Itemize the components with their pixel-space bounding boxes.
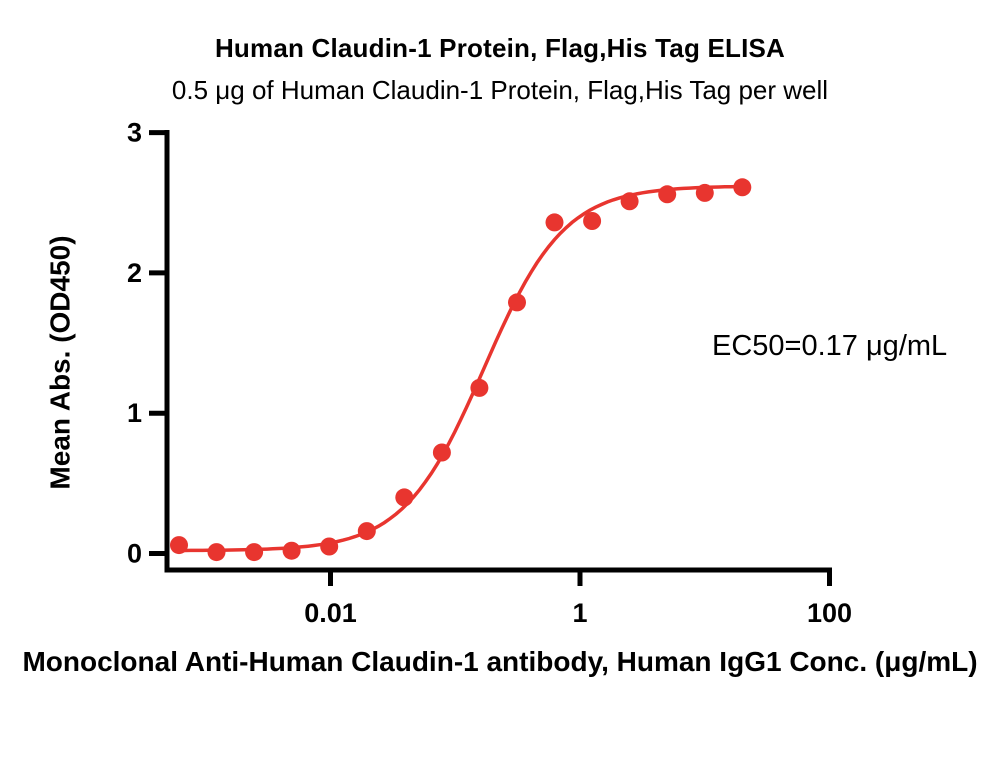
x-tick-label: 100 xyxy=(807,598,852,628)
data-point xyxy=(658,185,677,204)
data-point xyxy=(357,522,376,541)
fit-curve xyxy=(177,184,745,553)
data-point xyxy=(170,536,188,555)
data-point xyxy=(282,541,301,560)
data-point xyxy=(508,293,526,312)
data-point xyxy=(733,178,752,197)
data-point xyxy=(207,543,226,562)
data-point xyxy=(470,378,489,397)
chart-subtitle: 0.5 μg of Human Claudin-1 Protein, Flag,… xyxy=(171,75,829,105)
y-tick-label: 0 xyxy=(127,539,142,569)
y-tick-label: 3 xyxy=(127,118,142,148)
ec50-annotation: EC50=0.17 μg/mL xyxy=(712,330,948,362)
data-point xyxy=(245,543,264,562)
data-point xyxy=(695,183,714,202)
data-point xyxy=(395,488,414,507)
y-tick-label: 1 xyxy=(127,398,142,428)
data-point xyxy=(432,443,451,462)
data-point xyxy=(620,192,639,211)
x-tick-label: 0.01 xyxy=(304,598,357,628)
x-axis-title: Monoclonal Anti-Human Claudin-1 antibody… xyxy=(22,646,978,677)
x-tick-label: 1 xyxy=(572,598,587,628)
chart-title: Human Claudin-1 Protein, Flag,His Tag EL… xyxy=(214,33,786,63)
y-tick-label: 2 xyxy=(127,258,142,288)
data-point xyxy=(583,212,602,230)
data-point xyxy=(320,537,339,556)
y-axis-title: Mean Abs. (OD450) xyxy=(44,235,76,490)
data-point xyxy=(545,213,564,232)
